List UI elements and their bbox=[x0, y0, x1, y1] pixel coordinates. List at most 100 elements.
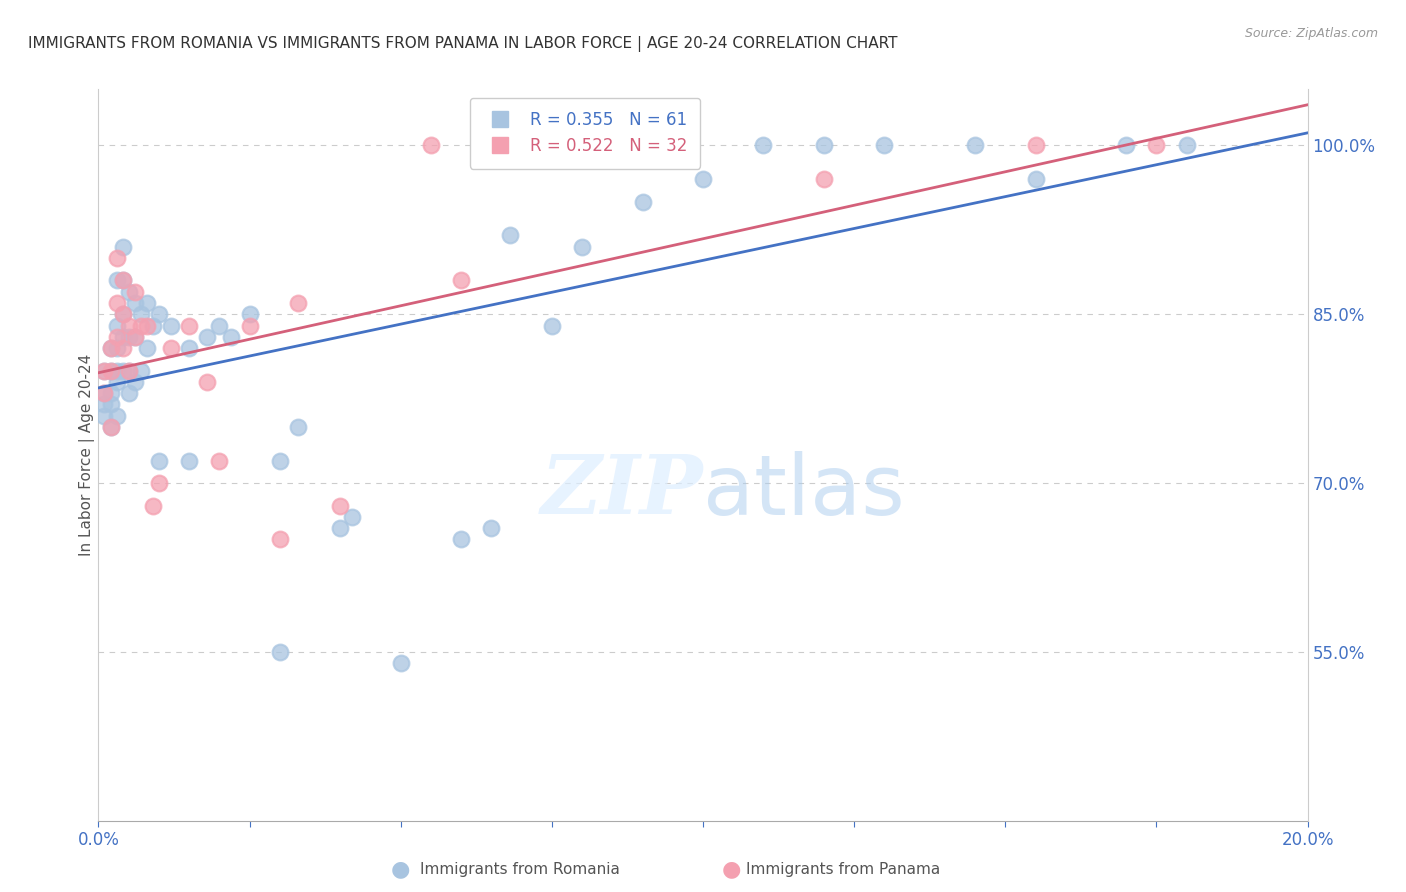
Point bbox=[124, 330, 146, 344]
Text: ●: ● bbox=[391, 859, 411, 879]
Point bbox=[1175, 138, 1198, 153]
Point bbox=[342, 509, 364, 524]
Text: Source: ZipAtlas.com: Source: ZipAtlas.com bbox=[1244, 27, 1378, 40]
Point bbox=[1115, 138, 1137, 153]
Point bbox=[111, 341, 134, 355]
Point bbox=[105, 363, 128, 377]
Point bbox=[450, 533, 472, 547]
Point bbox=[124, 375, 146, 389]
Point bbox=[813, 172, 835, 186]
Point bbox=[100, 397, 122, 411]
Point bbox=[692, 172, 714, 186]
Point bbox=[481, 521, 503, 535]
Point bbox=[93, 386, 115, 401]
Point bbox=[100, 419, 122, 434]
Point bbox=[111, 363, 134, 377]
Point bbox=[389, 656, 412, 670]
Point bbox=[148, 476, 170, 491]
Text: Immigrants from Panama: Immigrants from Panama bbox=[747, 863, 941, 877]
Point bbox=[269, 453, 291, 467]
Point bbox=[105, 251, 128, 265]
Point bbox=[142, 499, 165, 513]
Point bbox=[118, 386, 141, 401]
Point bbox=[111, 330, 134, 344]
Point bbox=[498, 228, 520, 243]
Point bbox=[135, 296, 157, 310]
Point bbox=[111, 307, 134, 321]
Point bbox=[179, 453, 201, 467]
Point bbox=[129, 307, 152, 321]
Point bbox=[1024, 138, 1046, 153]
Text: atlas: atlas bbox=[703, 451, 904, 532]
Point bbox=[105, 409, 128, 423]
Point bbox=[118, 363, 141, 377]
Point bbox=[111, 307, 134, 321]
Point bbox=[105, 330, 128, 344]
Point bbox=[93, 409, 115, 423]
Point bbox=[118, 285, 141, 299]
Point bbox=[135, 341, 157, 355]
Point bbox=[631, 194, 654, 209]
Point bbox=[1144, 138, 1167, 153]
Point bbox=[160, 318, 183, 333]
Point bbox=[118, 363, 141, 377]
Point bbox=[105, 296, 128, 310]
Point bbox=[287, 419, 309, 434]
Point bbox=[111, 273, 134, 287]
Point bbox=[420, 138, 443, 153]
Point bbox=[124, 285, 146, 299]
Point bbox=[239, 318, 262, 333]
Point bbox=[752, 138, 775, 153]
Point bbox=[540, 318, 562, 333]
Point bbox=[105, 375, 128, 389]
Point bbox=[148, 307, 170, 321]
Point bbox=[179, 318, 201, 333]
Point bbox=[269, 645, 291, 659]
Point bbox=[160, 341, 183, 355]
Point bbox=[105, 318, 128, 333]
Point bbox=[221, 330, 243, 344]
Point bbox=[450, 273, 472, 287]
Point bbox=[571, 240, 593, 254]
Point bbox=[129, 363, 152, 377]
Text: IMMIGRANTS FROM ROMANIA VS IMMIGRANTS FROM PANAMA IN LABOR FORCE | AGE 20-24 COR: IMMIGRANTS FROM ROMANIA VS IMMIGRANTS FR… bbox=[28, 36, 897, 52]
Point bbox=[93, 363, 115, 377]
Text: Immigrants from Romania: Immigrants from Romania bbox=[420, 863, 620, 877]
Point bbox=[195, 330, 218, 344]
Point bbox=[813, 138, 835, 153]
Point bbox=[93, 386, 115, 401]
Point bbox=[105, 273, 128, 287]
Point bbox=[124, 330, 146, 344]
Text: ●: ● bbox=[721, 859, 741, 879]
Point bbox=[179, 341, 201, 355]
Point bbox=[100, 419, 122, 434]
Point bbox=[1024, 172, 1046, 186]
Point bbox=[100, 363, 122, 377]
Point bbox=[269, 533, 291, 547]
Point bbox=[208, 453, 231, 467]
Point bbox=[100, 386, 122, 401]
Y-axis label: In Labor Force | Age 20-24: In Labor Force | Age 20-24 bbox=[79, 354, 96, 556]
Point bbox=[111, 240, 134, 254]
Point bbox=[287, 296, 309, 310]
Point bbox=[129, 318, 152, 333]
Point bbox=[135, 318, 157, 333]
Text: ZIP: ZIP bbox=[540, 451, 703, 532]
Point bbox=[124, 296, 146, 310]
Point bbox=[965, 138, 987, 153]
Point bbox=[329, 521, 352, 535]
Point bbox=[329, 499, 352, 513]
Point bbox=[208, 318, 231, 333]
Point bbox=[148, 453, 170, 467]
Point bbox=[111, 273, 134, 287]
Point bbox=[100, 341, 122, 355]
Point bbox=[118, 318, 141, 333]
Point bbox=[118, 330, 141, 344]
Point bbox=[100, 341, 122, 355]
Legend: R = 0.355   N = 61, R = 0.522   N = 32: R = 0.355 N = 61, R = 0.522 N = 32 bbox=[470, 97, 700, 169]
Point bbox=[873, 138, 896, 153]
Point bbox=[93, 363, 115, 377]
Point bbox=[239, 307, 262, 321]
Point bbox=[93, 397, 115, 411]
Point bbox=[105, 341, 128, 355]
